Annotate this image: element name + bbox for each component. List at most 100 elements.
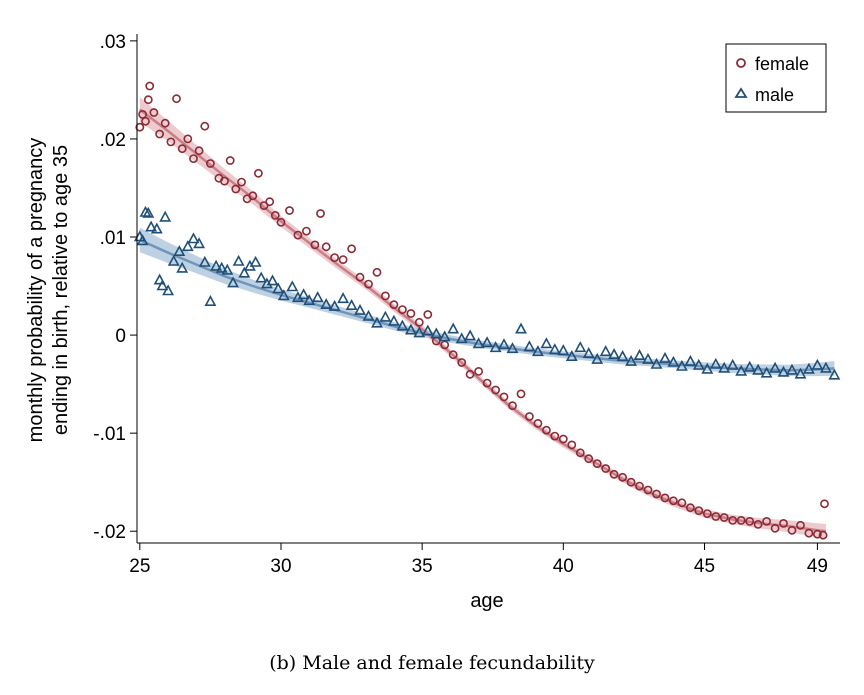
female-point [149, 108, 159, 117]
female-point [491, 385, 500, 395]
legend-female-label: female [755, 54, 809, 74]
female-point [567, 440, 577, 450]
x-tick-label: 35 [412, 556, 433, 577]
female-point [141, 116, 150, 126]
female-point [183, 134, 193, 144]
female-point [618, 472, 627, 482]
female-point [237, 177, 246, 187]
legend: female male [725, 43, 827, 113]
male-point [150, 222, 163, 234]
female-point [694, 506, 704, 515]
female-point [321, 242, 331, 252]
fitted-lines [139, 108, 835, 533]
male-point [455, 332, 468, 344]
male-point [811, 358, 824, 370]
female-point [364, 279, 373, 289]
female-point [779, 519, 788, 528]
male-point [337, 292, 350, 304]
x-axis-label: age [470, 590, 503, 612]
female-point [231, 184, 241, 194]
female-point [686, 503, 695, 513]
female-point [796, 520, 805, 530]
male-point [752, 363, 765, 375]
male-point [139, 205, 152, 217]
female-point [542, 425, 551, 435]
chart: 25 30 35 40 45 49 .03 .02 .01 0 -.01 -.02 age month… [25, 32, 841, 612]
male-point [464, 329, 477, 341]
male-point [515, 322, 527, 334]
male-point [142, 206, 155, 218]
y-tick-label: -.02 [93, 522, 126, 543]
male-point [238, 266, 251, 278]
male-point [531, 345, 544, 357]
confidence-bands [139, 97, 835, 539]
male-point [162, 284, 175, 296]
female-point [347, 244, 356, 254]
male-point [819, 361, 832, 373]
female-point [330, 253, 339, 262]
female-point [338, 255, 348, 264]
male-point [557, 344, 570, 356]
male-point [701, 362, 714, 374]
male-point [599, 345, 612, 357]
female-point [301, 226, 311, 236]
female-confidence-band [139, 97, 826, 539]
male-point [221, 263, 234, 275]
female-point [719, 513, 729, 522]
female-point [465, 369, 475, 379]
female-point [643, 485, 653, 495]
female-point [660, 493, 670, 503]
male-point [272, 282, 285, 294]
male-point [498, 338, 510, 350]
male-point [173, 245, 186, 256]
female-point [499, 392, 509, 402]
male-point [249, 255, 262, 267]
female-point [194, 146, 204, 156]
female-point [558, 434, 568, 444]
male-point [232, 254, 245, 266]
y-axis-label-line-2: ending in birth, relative to age 35 [50, 145, 72, 435]
male-point [430, 327, 443, 339]
female-point [225, 156, 235, 165]
female-point [155, 129, 164, 139]
female-point [310, 240, 320, 250]
y-tick-label: .02 [100, 130, 126, 151]
male-point [633, 349, 646, 361]
female-point [635, 481, 644, 491]
female-point [316, 209, 325, 218]
male-point [156, 279, 169, 291]
female-point [160, 118, 170, 128]
male-point [625, 354, 638, 366]
male-point [718, 361, 731, 373]
male-confidence-band [139, 227, 835, 377]
female-point [189, 154, 198, 163]
female-point [265, 197, 275, 207]
male-point [582, 347, 595, 359]
y-tick-label: -.01 [93, 424, 126, 445]
female-point [584, 454, 594, 464]
female-point [592, 459, 602, 468]
male-point [379, 310, 392, 322]
female-point [293, 230, 303, 240]
female-point [728, 516, 738, 525]
male-point [227, 276, 239, 288]
male-point [176, 261, 189, 273]
male-point [387, 314, 400, 326]
female-point [474, 366, 483, 376]
male-point [362, 309, 375, 321]
male-point [667, 355, 680, 367]
x-tick-label: 40 [553, 556, 574, 577]
male-fit-line [139, 238, 835, 372]
female-point [525, 412, 534, 421]
female-point [516, 389, 526, 399]
male-point [421, 324, 434, 336]
x-tick-label: 25 [129, 556, 150, 577]
female-point [818, 530, 828, 540]
male-point [438, 330, 451, 342]
female-point [143, 95, 153, 105]
male-point [153, 273, 166, 285]
male-point [726, 358, 739, 370]
female-point [397, 305, 407, 314]
male-point [650, 357, 663, 369]
axes: 25 30 35 40 45 49 .03 .02 .01 0 -.01 -.02 [93, 32, 840, 577]
